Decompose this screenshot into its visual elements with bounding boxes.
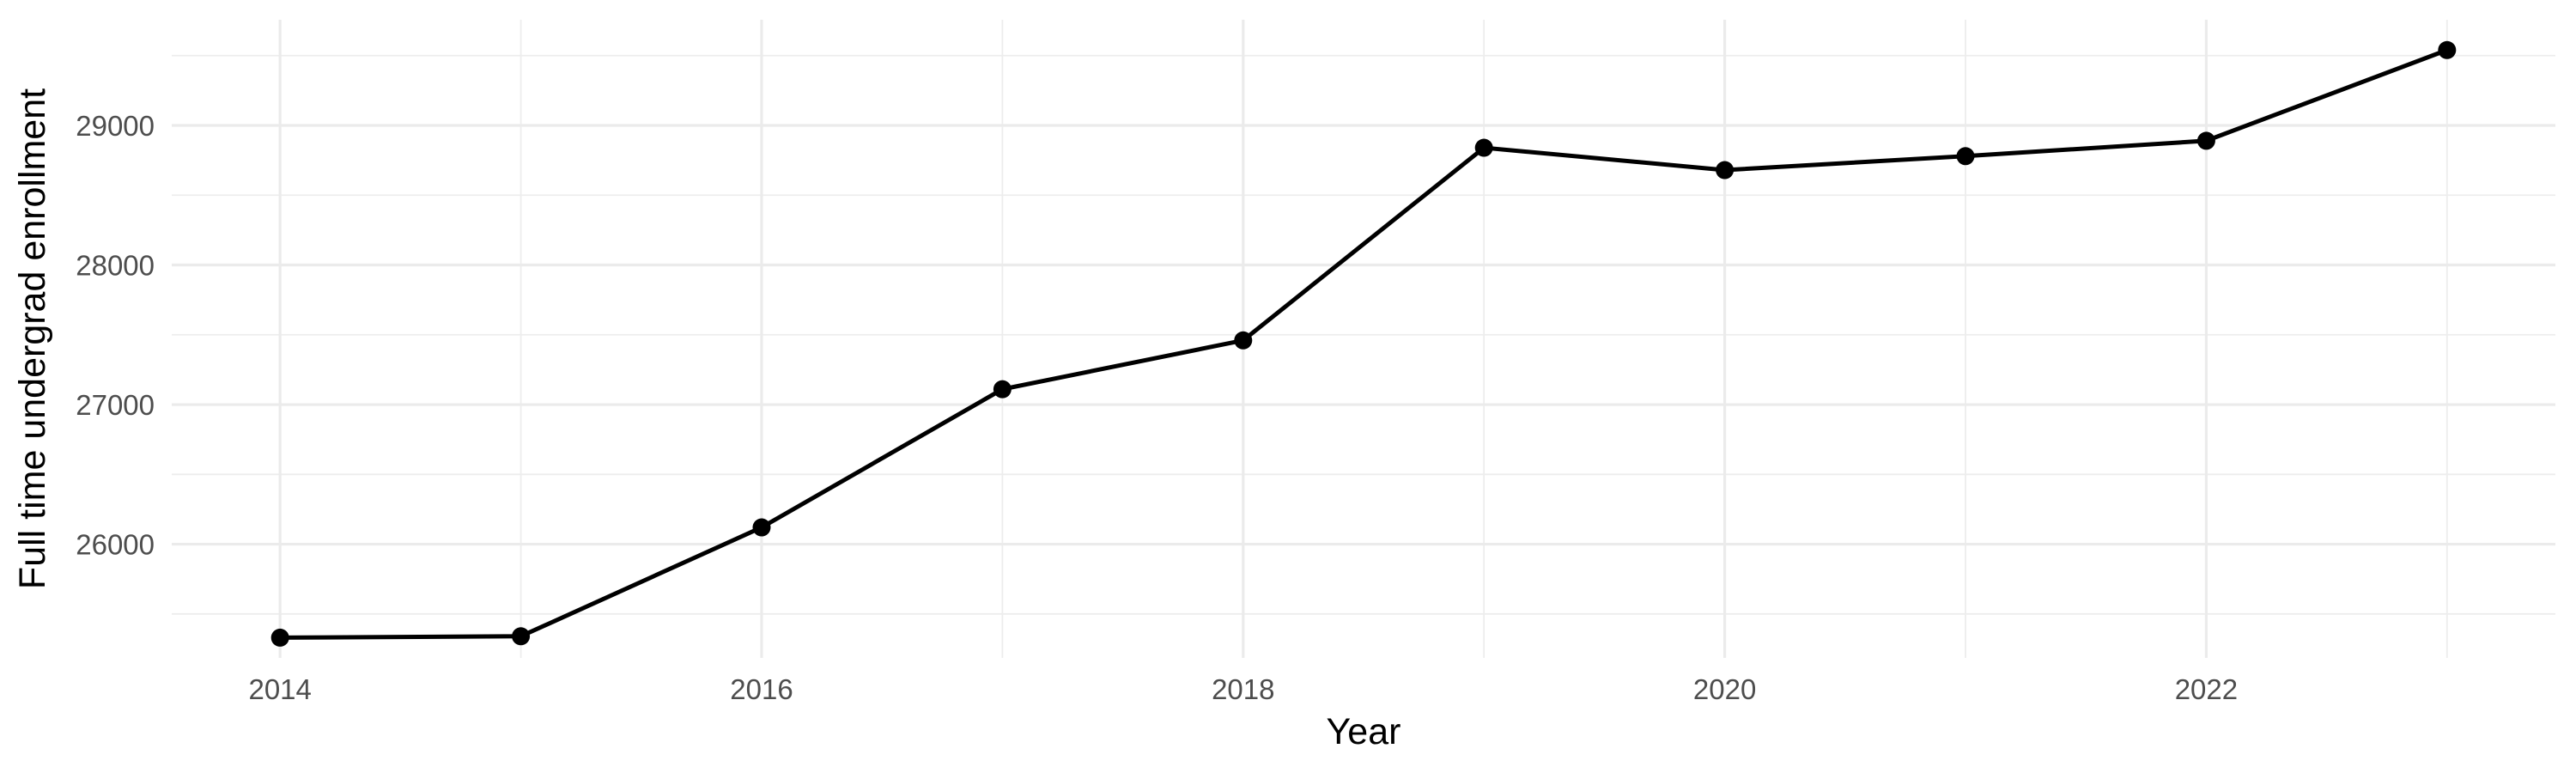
data-point [2438,40,2457,59]
data-point [752,518,771,537]
x-tick-label: 2014 [248,673,311,705]
data-point [1474,138,1493,157]
y-tick-label: 26000 [76,529,155,561]
x-tick-label: 2020 [1693,673,1756,705]
data-point [512,627,531,646]
y-tick-label: 27000 [76,389,155,421]
data-point [1956,147,1975,166]
data-point [993,380,1012,399]
x-axis-title: Year [1327,711,1401,752]
x-tick-label: 2018 [1212,673,1274,705]
y-tick-label: 29000 [76,110,155,142]
y-axis-title: Full time undergrad enrollment [12,88,53,589]
data-point [270,628,289,647]
x-tick-label: 2016 [730,673,793,705]
data-point [2196,131,2215,150]
data-point [1716,161,1735,180]
y-tick-label: 28000 [76,250,155,282]
data-point [1234,331,1253,350]
x-tick-label: 2022 [2175,673,2238,705]
data-line [280,47,2448,640]
